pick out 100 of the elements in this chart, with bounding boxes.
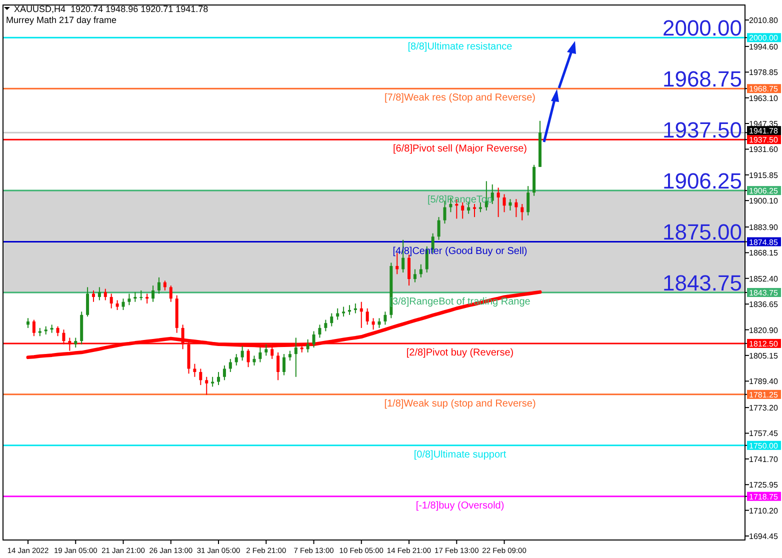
candlestick — [32, 319, 36, 337]
candlestick — [205, 376, 208, 396]
candlestick — [169, 285, 172, 302]
candlestick — [74, 337, 78, 348]
candlestick — [378, 318, 381, 328]
candlestick — [312, 330, 316, 348]
y-tick-label: 1718.75 — [749, 492, 778, 502]
y-tick-label: 1725.95 — [749, 480, 778, 490]
y-tick-label: 1931.60 — [749, 145, 778, 154]
candlestick — [520, 203, 524, 221]
y-tick-label: 1741.70 — [749, 454, 778, 464]
candlestick — [157, 276, 160, 294]
candlestick — [276, 352, 280, 381]
y-tick-label: 1805.15 — [749, 351, 778, 360]
candlestick — [372, 318, 375, 330]
candlestick — [222, 364, 226, 381]
candlestick — [56, 326, 60, 337]
candlestick — [413, 268, 416, 283]
candlestick — [264, 344, 268, 356]
y-tick-label: 1915.85 — [749, 170, 778, 180]
ref-line-label: [6/8]Pivot sell (Major Reverse) — [393, 144, 527, 155]
candlestick — [526, 186, 530, 216]
annotation: 1968.75 — [662, 66, 742, 92]
annotation: 2000.00 — [662, 16, 742, 41]
y-tick-label: 1773.20 — [749, 404, 778, 413]
candlestick — [354, 302, 357, 314]
candlestick — [199, 368, 202, 386]
y-tick-label: 1937.50 — [749, 136, 778, 145]
candlestick — [366, 308, 369, 326]
ref-line-label: [2/8]Pivot buy (Reverse) — [406, 347, 514, 358]
y-tick-label: 1789.40 — [749, 377, 778, 386]
candlestick — [163, 280, 166, 291]
y-tick-label: 1963.10 — [749, 94, 778, 103]
y-tick-label: 2000.00 — [749, 34, 778, 43]
candlestick — [128, 293, 131, 306]
y-tick-label: 1781.25 — [749, 390, 778, 400]
annotation: 1937.50 — [662, 118, 742, 143]
ref-line-label: [7/8]Weak res (Stop and Reverse) — [384, 92, 536, 104]
y-tick-label: 1757.45 — [749, 429, 778, 438]
candlestick — [252, 355, 256, 366]
candlestick — [324, 319, 328, 332]
y-tick-label: 1874.85 — [749, 238, 778, 247]
ref-line-label: [-1/8]buy (Oversold) — [416, 500, 504, 512]
y-tick-label: 1812.50 — [749, 339, 778, 348]
candlestick — [384, 311, 387, 326]
y-tick-label: 1710.20 — [749, 506, 778, 516]
candlestick — [234, 354, 238, 366]
candlestick — [496, 187, 500, 218]
candlestick — [228, 358, 232, 372]
candlestick — [360, 301, 363, 328]
candlestick — [217, 371, 220, 386]
y-tick-label: 1836.65 — [749, 300, 778, 310]
y-tick-label: 1994.60 — [749, 42, 778, 52]
y-tick-label: 1968.75 — [749, 84, 778, 94]
candlestick — [140, 290, 143, 301]
y-tick-label: 1852.40 — [749, 274, 778, 284]
candlestick — [330, 312, 334, 327]
candlestick — [122, 298, 125, 311]
annotation: 1875.00 — [662, 220, 742, 245]
candlestick — [258, 347, 262, 363]
candlestick — [26, 318, 30, 328]
candlestick — [502, 194, 506, 213]
candlestick — [473, 203, 476, 218]
candlestick — [306, 338, 310, 353]
candlestick — [348, 304, 351, 316]
y-tick-label: 2010.80 — [749, 16, 778, 26]
candlestick — [514, 198, 518, 218]
candlestick — [134, 292, 137, 302]
candlestick — [282, 354, 286, 376]
y-tick-label: 1883.90 — [749, 222, 778, 232]
candlestick — [146, 293, 149, 304]
y-tick-label: 1820.90 — [749, 326, 778, 335]
ref-line-label: [1/8]Weak sup (stop and Reverse) — [384, 398, 536, 410]
y-tick-label: 1868.15 — [749, 248, 778, 258]
y-tick-label: 1941.78 — [749, 126, 778, 136]
ref-line-label: [0/8]Ultimate support — [414, 449, 506, 460]
y-tick-label: 1694.45 — [749, 532, 778, 542]
ref-line-label: [8/8]Ultimate resistance — [408, 42, 513, 53]
candlestick — [110, 293, 113, 309]
candlestick — [288, 350, 292, 362]
candlestick — [116, 300, 119, 311]
candlestick — [86, 286, 90, 318]
y-tick-label: 1843.75 — [749, 288, 778, 298]
candlestick — [294, 337, 298, 378]
y-tick-label: 1900.10 — [749, 196, 778, 206]
annotation: 1906.25 — [662, 168, 742, 194]
candlestick — [336, 308, 340, 320]
candlestick — [246, 348, 250, 368]
y-tick-label: 1750.00 — [749, 441, 778, 450]
candlestick — [92, 290, 95, 302]
candlestick — [508, 198, 512, 212]
candlestick — [240, 345, 244, 362]
annotation: 1843.75 — [662, 270, 742, 296]
text: Murrey Math 217 day frame — [6, 15, 117, 25]
candlestick — [104, 288, 107, 301]
chart-title: XAUUSD,H4 1920.74 1948.96 1920.71 1941.78 — [14, 4, 208, 14]
candlestick — [419, 264, 422, 278]
candlestick — [318, 324, 322, 338]
candlestick — [342, 306, 346, 318]
candlestick — [98, 286, 101, 301]
